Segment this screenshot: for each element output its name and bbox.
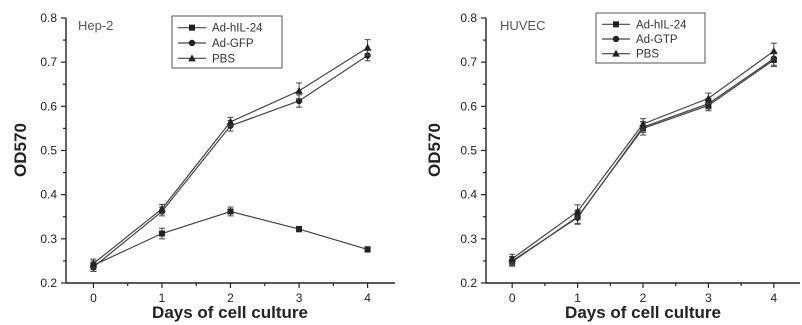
chart-panel-hep-2: 0.2 0.3 0.4 0.5 0.6 0.7 0.8 0 1 2 3 4 OD570 Days of c… <box>11 11 395 322</box>
series-line <box>511 50 775 260</box>
series-line <box>93 54 368 268</box>
data-point <box>363 43 372 51</box>
data-point <box>227 208 234 215</box>
data-point <box>295 97 303 105</box>
y-tick-label: 0.3 <box>460 232 477 246</box>
x-tick-label: 4 <box>770 291 777 305</box>
legend-marker <box>612 35 620 43</box>
y-tick-label: 0.5 <box>460 144 477 158</box>
legend-label: Ad-hIL-24 <box>636 19 687 31</box>
data-point <box>364 246 371 253</box>
x-tick-label: 1 <box>574 291 581 305</box>
y-axis-title: OD570 <box>425 123 444 177</box>
panel-label: Hep-2 <box>78 18 113 33</box>
data-point <box>89 259 98 267</box>
x-axis-title: Days of cell culture <box>152 303 308 322</box>
legend-marker <box>189 24 195 31</box>
data-point <box>158 230 165 237</box>
data-point <box>296 226 303 233</box>
data-point <box>573 207 582 215</box>
legend: Ad-hIL-24 Ad-GFP PBS <box>171 15 283 69</box>
y-tick-label: 0.4 <box>40 188 57 202</box>
x-tick-label: 3 <box>296 291 303 305</box>
series-ad-gtp <box>508 51 778 266</box>
data-point <box>770 47 778 55</box>
y-tick-label: 0.7 <box>460 55 477 69</box>
legend-label: Ad-GFP <box>212 38 254 50</box>
y-tick-label: 0.7 <box>40 55 57 69</box>
x-tick-label: 1 <box>159 291 166 305</box>
x-axis-title: Days of cell culture <box>565 303 721 322</box>
y-tick-label: 0.8 <box>460 11 477 25</box>
y-tick-label: 0.5 <box>40 144 57 158</box>
legend: Ad-hIL-24 Ad-GTP PBS <box>595 12 706 64</box>
data-point <box>226 117 235 125</box>
legend-marker <box>612 49 620 57</box>
series-pbs <box>508 42 778 264</box>
data-point <box>704 94 713 102</box>
y-axis-title: OD570 <box>11 123 30 177</box>
y-tick-label: 0.2 <box>460 276 477 290</box>
series-pbs <box>89 39 372 269</box>
legend-label: Ad-GTP <box>636 34 678 46</box>
y-tick-label: 0.8 <box>40 11 57 25</box>
series-line <box>93 210 368 266</box>
y-tick-label: 0.4 <box>460 188 477 202</box>
data-point <box>158 204 166 212</box>
legend-label: PBS <box>636 49 659 61</box>
x-tick-label: 2 <box>640 291 647 305</box>
legend-marker <box>613 21 619 28</box>
x-tick-label: 3 <box>705 291 712 305</box>
panel-label: HUVEC <box>500 18 546 33</box>
x-tick-label: 0 <box>90 291 97 305</box>
x-tick-label: 0 <box>509 291 516 305</box>
series-ad-hil-24 <box>509 52 777 267</box>
legend-marker <box>188 39 196 47</box>
y-tick-label: 0.2 <box>40 276 57 290</box>
legend-label: Ad-hIL-24 <box>212 23 263 35</box>
x-tick-label: 2 <box>227 291 234 305</box>
series-line <box>93 47 368 265</box>
chart-panel-huvec: 0.2 0.3 0.4 0.5 0.6 0.7 0.8 0 1 2 3 4 OD570 Days of c… <box>425 11 800 322</box>
y-tick-label: 0.6 <box>40 99 57 113</box>
series-line <box>511 59 775 263</box>
y-tick-label: 0.3 <box>40 232 57 246</box>
data-point <box>639 120 647 127</box>
legend-label: PBS <box>212 53 235 65</box>
data-point <box>295 86 303 94</box>
x-tick-label: 4 <box>364 291 371 305</box>
data-point <box>508 254 516 262</box>
series-ad-hil-24 <box>90 206 371 271</box>
legend-marker <box>188 54 196 62</box>
y-tick-label: 0.6 <box>460 99 477 113</box>
